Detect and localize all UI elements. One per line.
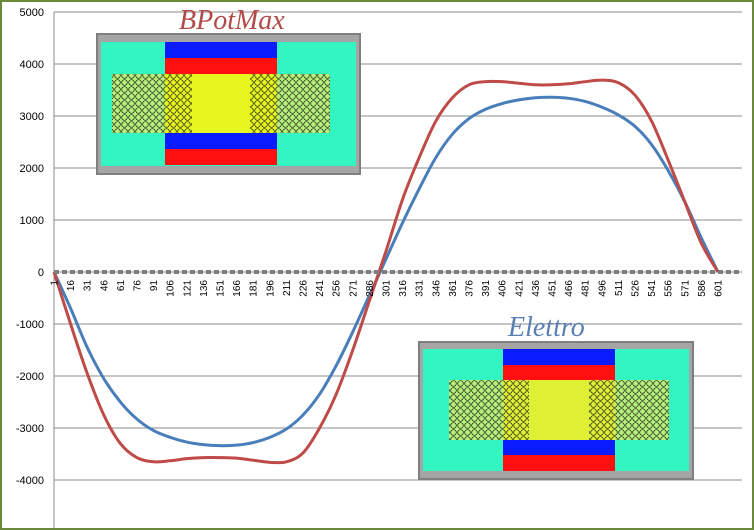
- x-tick-label: 541: [647, 280, 658, 297]
- inset-title-elettro: Elettro: [507, 312, 585, 343]
- x-tick-label: 586: [697, 280, 708, 297]
- series-line-2: [52, 78, 720, 465]
- x-tick-label: 151: [216, 280, 227, 297]
- x-tick-label: 106: [166, 280, 177, 297]
- x-tick-label: 76: [133, 280, 144, 292]
- x-tick-label: 406: [498, 280, 509, 297]
- y-tick-label: 2000: [20, 163, 44, 175]
- x-axis: 1 16 31 46 61 76 91 106 121 136 151 166 181 196 211 226…: [50, 270, 742, 297]
- x-tick-label: 91: [149, 280, 160, 292]
- x-tick-label: 391: [481, 280, 492, 297]
- x-tick-label: 226: [299, 280, 310, 297]
- x-tick-label: 241: [315, 280, 326, 297]
- x-tick-label: 511: [614, 280, 625, 296]
- x-tick-label: 121: [182, 280, 193, 297]
- x-tick-label: 571: [680, 280, 691, 297]
- y-axis: 5000 4000 3000 2000 1000 0 -1000 -2000 -3000 -400…: [16, 7, 55, 528]
- inset-elettro: Elettro: [418, 312, 694, 480]
- x-tick-label: 256: [332, 280, 343, 297]
- x-tick-label: 166: [232, 280, 243, 297]
- x-tick-label: 301: [382, 280, 393, 297]
- y-tick-label: -2000: [16, 371, 44, 383]
- x-tick-label: 526: [631, 280, 642, 297]
- x-tick-label: 361: [448, 280, 459, 297]
- y-tick-label: -3000: [16, 423, 44, 435]
- y-tick-label: -5000: [16, 527, 44, 528]
- y-tick-label: 4000: [20, 59, 44, 71]
- x-tick-label: 211: [282, 280, 293, 296]
- x-tick-label: 346: [431, 280, 442, 297]
- x-tick-label: 61: [116, 280, 127, 292]
- x-tick-label: 601: [714, 280, 725, 297]
- x-tick-label: 181: [249, 280, 260, 297]
- inset-bpotmax: BPotMax: [96, 5, 361, 175]
- x-tick-label: 286: [365, 280, 376, 297]
- x-tick-label: 556: [664, 280, 675, 297]
- x-tick-label: 1: [50, 280, 61, 286]
- x-tick-label: 331: [415, 280, 426, 297]
- y-tick-label: 1000: [20, 215, 44, 227]
- x-tick-label: 481: [581, 280, 592, 297]
- x-tick-label: 451: [548, 280, 559, 297]
- x-tick-label: 16: [66, 280, 77, 292]
- x-tick-label: 136: [199, 280, 210, 297]
- x-tick-label: 271: [348, 280, 359, 297]
- x-tick-label: 196: [265, 280, 276, 297]
- x-tick-label: 46: [99, 280, 110, 292]
- y-tick-label: -1000: [16, 319, 44, 331]
- x-tick-label: 421: [514, 280, 525, 297]
- x-tick-label: 376: [465, 280, 476, 297]
- x-tick-label: 496: [597, 280, 608, 297]
- x-tick-label: 436: [531, 280, 542, 297]
- y-tick-label: 0: [38, 267, 44, 279]
- x-tick-label: 466: [564, 280, 575, 297]
- x-tick-label: 316: [398, 280, 409, 297]
- series-line-1: [52, 95, 720, 448]
- y-tick-label: 5000: [20, 7, 44, 19]
- y-tick-label: 3000: [20, 111, 44, 123]
- y-tick-label: -4000: [16, 475, 44, 487]
- inset-title-bpotmax: BPotMax: [179, 5, 285, 36]
- series-lines: [52, 78, 720, 465]
- x-tick-label: 31: [83, 280, 94, 292]
